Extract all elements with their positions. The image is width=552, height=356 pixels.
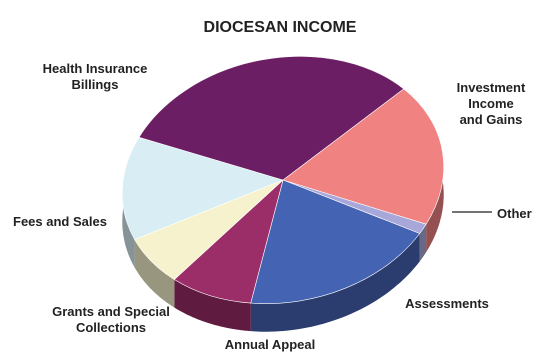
slice-side-grants-and-special-collections	[134, 239, 175, 308]
chart-title: DIOCESAN INCOME	[204, 19, 357, 36]
slice-labels: Investment Income and Gains Other Assessment…	[13, 61, 532, 352]
slice-label-grants-and-special-collections: Grants and Special Collections	[52, 304, 170, 335]
slice-label-annual-appeal: Annual Appeal	[225, 337, 316, 352]
slice-side-other	[419, 224, 427, 262]
slice-label-assessments: Assessments	[405, 296, 489, 311]
slice-health-insurance-billings	[138, 56, 405, 181]
slice-side-assessments	[250, 233, 420, 332]
slice-fees-and-sales	[122, 136, 284, 240]
slice-label-health-insurance-billings: Health Insurance Billings	[43, 61, 148, 92]
slice-label-other: Other	[497, 206, 532, 221]
pie-slices	[122, 56, 444, 304]
slice-label-investment-income-and-gains: Investment Income and Gains	[457, 80, 526, 127]
slice-investment-income-and-gains	[282, 88, 444, 225]
slice-assessments	[250, 179, 421, 304]
slice-side-annual-appeal	[174, 279, 251, 332]
slice-label-fees-and-sales: Fees and Sales	[13, 214, 107, 229]
slice-annual-appeal	[173, 179, 284, 304]
